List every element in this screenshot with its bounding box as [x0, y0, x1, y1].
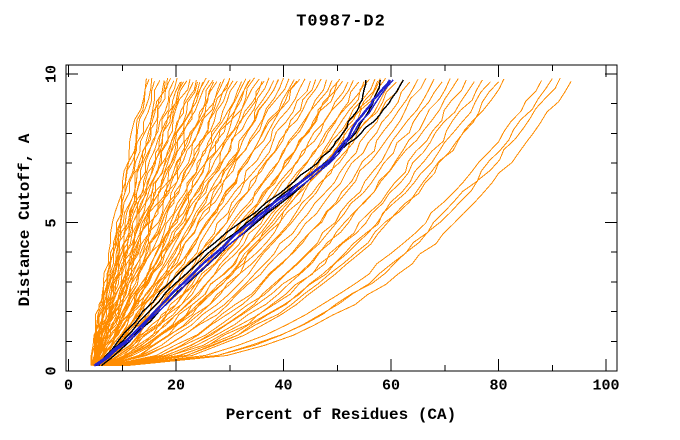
- curve: [94, 80, 234, 366]
- curve: [96, 79, 394, 367]
- x-tick-label: 100: [592, 377, 620, 395]
- curve: [92, 78, 172, 366]
- curve: [108, 81, 443, 367]
- axis-ticks: [66, 65, 617, 372]
- curve: [97, 80, 238, 366]
- curve: [116, 81, 499, 367]
- curve: [111, 79, 419, 367]
- curve: [103, 81, 360, 367]
- x-tick-label: 20: [166, 377, 186, 395]
- curve: [97, 81, 215, 366]
- x-tick-label: 60: [381, 377, 401, 395]
- curve: [115, 79, 483, 367]
- curve: [106, 81, 392, 367]
- curve: [105, 81, 397, 367]
- curve: [93, 77, 231, 366]
- curve: [126, 81, 572, 367]
- curve: [104, 81, 411, 367]
- curve: [112, 78, 435, 367]
- y-tick-label: 5: [43, 217, 61, 228]
- curve: [93, 78, 225, 366]
- curve: [96, 77, 270, 366]
- curve: [92, 78, 147, 366]
- curve: [108, 81, 403, 367]
- curve: [94, 80, 298, 367]
- y-tick-label: 10: [43, 64, 61, 84]
- curve: [105, 78, 387, 367]
- curve: [94, 82, 201, 366]
- curve: [96, 77, 284, 367]
- curve: [108, 78, 459, 367]
- x-axis-label: Percent of Residues (CA): [225, 406, 457, 424]
- x-tick-label: 40: [274, 377, 293, 395]
- curve: [93, 81, 198, 366]
- curve: [102, 81, 365, 367]
- curve: [115, 79, 467, 367]
- curve: [98, 78, 306, 367]
- curve: [124, 77, 561, 367]
- curve: [118, 80, 542, 367]
- curve: [119, 78, 553, 367]
- x-tick-label: 0: [63, 377, 74, 395]
- curve: [106, 78, 370, 367]
- curve: [95, 78, 290, 367]
- x-tick-label: 80: [489, 377, 508, 395]
- curve: [113, 78, 451, 367]
- curve: [107, 78, 427, 367]
- curve: [113, 81, 491, 367]
- curve: [93, 81, 263, 367]
- curve: [110, 81, 475, 367]
- curve: [94, 78, 260, 366]
- curve: [99, 77, 255, 366]
- curve: [90, 79, 150, 366]
- curve: [94, 81, 243, 366]
- curve: [93, 79, 300, 367]
- y-tick-label: 0: [43, 366, 61, 376]
- curve: [112, 78, 505, 367]
- y-axis-label: Distance Cutoff, A: [16, 133, 34, 307]
- page-title: T0987-D2: [296, 12, 386, 32]
- curve: [102, 79, 327, 367]
- curve: [100, 79, 381, 367]
- curve: [95, 79, 405, 367]
- curve: [93, 81, 166, 366]
- curve: [90, 79, 197, 366]
- curve: [98, 79, 367, 367]
- curve: [104, 78, 376, 367]
- curve: [99, 79, 279, 367]
- curve: [93, 79, 391, 367]
